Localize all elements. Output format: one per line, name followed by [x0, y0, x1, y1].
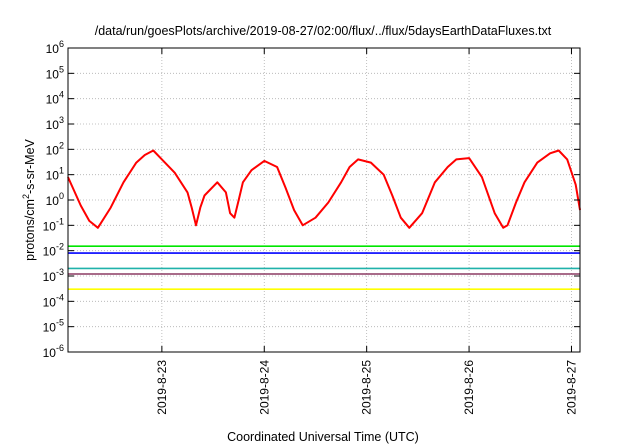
y-tick-label: 102 [46, 140, 64, 157]
y-tick-label: 10-3 [43, 267, 64, 284]
chart-title: /data/run/goesPlots/archive/2019-08-27/0… [95, 24, 552, 38]
y-tick-exponent: 5 [59, 64, 64, 74]
y-tick-exponent: -3 [56, 267, 64, 277]
y-tick-exponent: -6 [56, 343, 64, 353]
y-tick-exponent: 2 [59, 140, 64, 150]
y-tick-exponent: -5 [56, 318, 64, 328]
y-tick-exponent: -2 [56, 242, 64, 252]
y-tick-base: 10 [43, 245, 57, 259]
y-tick-exponent: 1 [59, 166, 64, 176]
y-tick-exponent: 4 [59, 90, 64, 100]
y-tick-label: 106 [46, 39, 64, 56]
y-axis-label-rest: -s-sr-MeV [23, 138, 37, 194]
y-tick-label: 10-2 [43, 242, 64, 259]
y-tick-label: 101 [46, 166, 64, 183]
y-tick-exponent: -4 [56, 292, 64, 302]
y-tick-exponent: 0 [59, 191, 64, 201]
y-axis-label: protons/cm2-s-sr-MeV [21, 138, 37, 260]
x-tick-label: 2019-8-27 [564, 360, 578, 415]
y-tick-base: 10 [43, 346, 57, 360]
y-tick-exponent: -1 [56, 216, 64, 226]
y-tick-labels: 10-610-510-410-310-210-11001011021031041… [43, 39, 64, 360]
y-tick-label: 103 [46, 115, 64, 132]
y-tick-label: 104 [46, 90, 64, 107]
grid-lines [68, 48, 580, 352]
y-tick-base: 10 [46, 143, 60, 157]
series-layer [67, 149, 581, 291]
y-tick-exponent: 6 [59, 39, 64, 49]
y-tick-label: 10-1 [43, 216, 64, 233]
axis-ticks [68, 47, 580, 353]
x-tick-label: 2019-8-25 [360, 360, 374, 415]
y-tick-base: 10 [43, 270, 57, 284]
x-axis-label: Coordinated Universal Time (UTC) [227, 430, 419, 444]
y-tick-base: 10 [43, 295, 57, 309]
y-tick-base: 10 [43, 219, 57, 233]
x-tick-label: 2019-8-26 [462, 360, 476, 415]
y-axis-label-base: protons/cm [23, 199, 37, 261]
y-tick-label: 10-6 [43, 343, 64, 360]
y-tick-base: 10 [43, 321, 57, 335]
y-tick-exponent: 3 [59, 115, 64, 125]
y-tick-base: 10 [46, 67, 60, 81]
y-tick-label: 105 [46, 64, 64, 81]
y-axis-label-sup: 2 [21, 194, 31, 199]
x-tick-label: 2019-8-23 [155, 360, 169, 415]
y-tick-label: 10-4 [43, 292, 64, 309]
x-tick-labels: 2019-8-23 2019-8-24 2019-8-25 2019-8-26 2019… [155, 360, 579, 415]
y-tick-base: 10 [46, 42, 60, 56]
y-tick-label: 100 [46, 191, 64, 208]
y-tick-base: 10 [46, 93, 60, 107]
series-line-1 [67, 149, 581, 229]
y-tick-base: 10 [46, 169, 60, 183]
x-tick-label: 2019-8-24 [257, 360, 271, 415]
y-tick-label: 10-5 [43, 318, 64, 335]
y-tick-base: 10 [46, 118, 60, 132]
y-tick-base: 10 [46, 194, 60, 208]
